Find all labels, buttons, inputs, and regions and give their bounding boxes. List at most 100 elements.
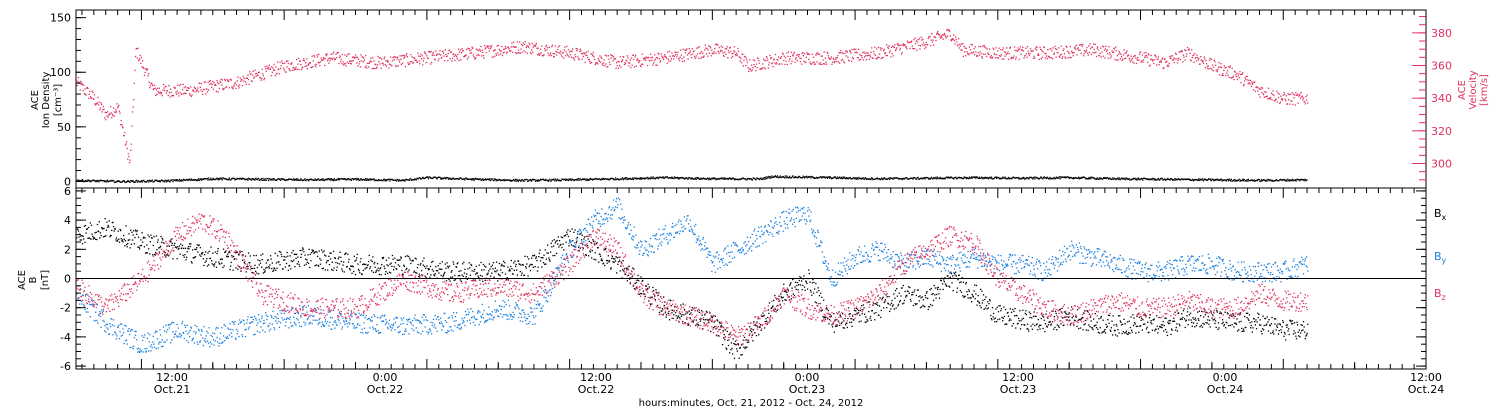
density-point [178,178,181,181]
velocity-point [710,47,712,49]
velocity-point [1173,57,1175,59]
density-point [1055,176,1058,178]
velocity-point [965,55,967,57]
velocity-point [904,44,906,46]
density-point [696,177,699,180]
density-point [233,177,235,180]
velocity-point [383,58,385,60]
velocity-point [218,87,220,89]
velocity-point [482,51,484,53]
velocity-point [956,41,958,43]
density-point [908,178,910,180]
density-point [1050,178,1052,180]
velocity-point [831,61,834,63]
velocity-point [1060,53,1063,55]
velocity-point [736,52,738,54]
velocity-point [423,57,425,60]
velocity-point [89,90,91,93]
Bx-point [287,269,289,271]
density-point [1063,176,1065,178]
velocity-point [143,67,145,70]
density-point [901,178,903,181]
density-point [155,179,158,181]
density-point [768,175,770,178]
density-point [495,180,497,182]
density-point [1297,179,1300,181]
density-point [970,176,973,178]
velocity-point [1054,48,1057,50]
Bx-point [206,265,209,267]
density-point [1122,177,1125,180]
Bx-point [105,235,107,237]
velocity-point [320,57,322,59]
Bx-point [130,243,132,245]
velocity-point [783,55,785,57]
velocity-point [809,61,811,63]
density-point [921,177,923,180]
Bx-point [586,235,588,237]
Bx-point [654,299,656,301]
velocity-point [90,97,93,99]
density-point [441,178,443,180]
Bx-point [244,255,247,257]
velocity-point [1273,94,1275,96]
Bx-point [559,244,561,246]
density-point [1095,178,1098,180]
Bx-point [130,229,132,231]
density-point [542,178,544,180]
velocity-point [514,46,516,48]
Bx-point [190,261,193,263]
density-point [1189,178,1191,180]
Bx-point [562,243,564,245]
density-point [1274,180,1276,182]
density-point [208,179,210,181]
Bx-point [634,282,636,285]
velocity-point [961,49,963,52]
density-point [1185,178,1187,181]
velocity-point [865,55,867,57]
Bx-point [346,266,348,268]
Bx-point [334,257,336,260]
density-point [619,178,622,180]
velocity-point [293,69,295,71]
Bx-point [384,273,386,275]
velocity-point [565,51,567,53]
Bx-point [371,270,373,272]
Bx-point [629,282,631,285]
Bx-point [398,265,401,267]
velocity-point [1185,50,1187,52]
density-point [674,176,676,178]
density-point [184,179,186,181]
velocity-point [644,57,646,60]
Bx-point [449,280,451,282]
Bx-point [397,264,399,266]
density-point [530,180,532,182]
density-point [756,177,758,179]
velocity-point [1159,61,1161,63]
velocity-point [1109,52,1111,54]
density-point [514,178,517,180]
density-point [1179,179,1181,181]
density-point [412,179,415,181]
velocity-point [969,52,971,54]
Bx-point [640,276,642,278]
Bx-point [588,240,590,243]
velocity-point [255,75,257,77]
Bx-point [629,278,631,280]
velocity-point [551,44,554,46]
density-point [1289,179,1291,181]
density-point [1193,179,1195,181]
Bx-point [463,272,466,274]
velocity-point [1306,94,1308,96]
Bx-point [169,241,171,243]
Bx-point [567,235,570,238]
density-point [992,178,994,180]
density-point [825,176,827,178]
density-point [812,176,814,178]
velocity-point [1129,59,1131,61]
density-point [285,179,287,182]
Bx-point [726,348,728,350]
velocity-point [847,56,849,58]
Bx-point [408,269,410,271]
density-point [435,177,437,179]
